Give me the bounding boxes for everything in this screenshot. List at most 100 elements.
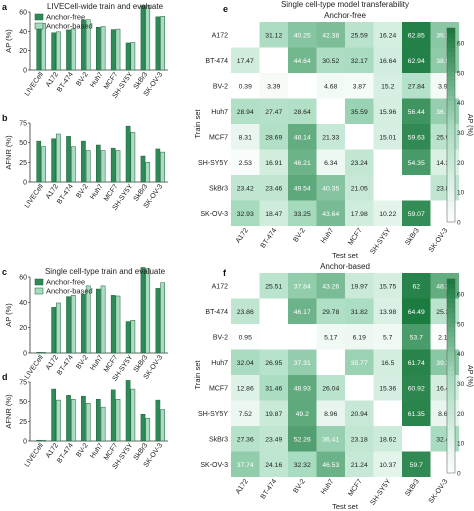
heatmap-value-e: 28.94 <box>237 109 254 116</box>
heatmap-value-f: 35.77 <box>351 360 368 367</box>
bar-c-anchor-based-skbr3 <box>145 268 151 354</box>
heatmap-cell-e <box>231 175 260 201</box>
colorbar-step-f <box>447 463 455 469</box>
colorbar-step-f <box>447 395 455 401</box>
heatmap-cell-f <box>402 375 431 401</box>
legend-swatch-a <box>34 22 44 30</box>
heatmap-cell-f <box>402 426 431 452</box>
bar-d-anchor-based-bt-474 <box>70 399 76 442</box>
heatmap-value-e: 35.59 <box>351 109 368 116</box>
heatmap-cell-f <box>231 298 260 324</box>
heatmap-value-e: 8.31 <box>239 134 252 141</box>
bar-d-anchor-free-mcf7 <box>110 389 116 442</box>
heatmap-cell-f <box>231 349 260 375</box>
colorbar-step-f <box>447 356 455 362</box>
heatmap-cell-e <box>402 98 431 124</box>
heatmap-value-e: 30.52 <box>322 58 339 65</box>
heatmap-cell-f <box>231 324 260 350</box>
row-label-f: BV-2 <box>213 334 228 341</box>
colorbar-step-f <box>447 409 455 416</box>
heatmap-cell-e <box>345 200 374 226</box>
colorbar-tick-e: 0 <box>457 220 461 227</box>
bar-b-anchor-based-livecell <box>41 146 46 183</box>
heatmap-cell-f <box>316 324 345 350</box>
heatmap-value-e: 3.87 <box>353 83 366 90</box>
col-label-e: A172 <box>235 227 250 244</box>
col-label-e: SH-SY5Y <box>369 227 392 256</box>
heatmap-value-e: 16.64 <box>379 58 396 65</box>
heatmap-value-e: 43.64 <box>322 211 339 218</box>
heatmap-value-e: 40.35 <box>322 185 339 192</box>
colorbar-step-f <box>447 366 455 372</box>
heatmap-cell-f <box>259 451 288 477</box>
colorbar-step-e <box>447 47 455 53</box>
y-axis-label-c: AP (%) <box>4 303 13 327</box>
colorbar-step-e <box>447 178 455 184</box>
heatmap-value-f: 5.17 <box>324 334 337 341</box>
heatmap-value-f: 15.36 <box>379 385 396 392</box>
heatmap-value-f: 18.62 <box>379 436 396 443</box>
heatmap-value-f: 16.42 <box>436 385 453 392</box>
bar-d-anchor-free-a172 <box>51 388 56 442</box>
row-label-e: SH-SY5Y <box>198 160 228 167</box>
heatmap-cell-e <box>345 22 374 48</box>
heatmap-cell-f <box>288 273 317 299</box>
row-label-e: SK-OV-3 <box>200 211 228 218</box>
bar-a-anchor-free-skbr3 <box>140 5 146 71</box>
bar-d-anchor-based-a172 <box>56 399 61 442</box>
heatmap-value-e: 25.92 <box>436 134 453 141</box>
heatmap-cell-f <box>288 324 317 350</box>
heatmap-value-f: 46.53 <box>322 462 339 469</box>
heatmap-cell-e <box>259 98 288 124</box>
colorbar-step-e <box>447 52 455 58</box>
heatmap-cell-f <box>231 400 260 426</box>
colorbar-step-f <box>447 351 455 357</box>
bar-d-anchor-based-huh7 <box>100 406 106 442</box>
heatmap-value-f: 26.04 <box>322 385 339 392</box>
heatmap-cell-f <box>373 400 402 426</box>
colorbar-frame-f <box>446 278 456 474</box>
heatmap-value-e: 0.39 <box>239 83 252 90</box>
heatmap-value-f: 0.95 <box>239 334 252 341</box>
colorbar-step-f <box>447 308 455 314</box>
col-label-f: BT-474 <box>260 478 279 501</box>
heatmap-cell-f <box>316 451 345 477</box>
heatmap-value-e: 39.31 <box>436 32 453 39</box>
colorbar-tick-e: 40 <box>457 100 465 107</box>
bar-d-anchor-based-mcf7 <box>115 399 121 442</box>
y-tick-label-b: 0 <box>23 180 27 187</box>
heatmap-value-f: 5.7 <box>383 334 393 341</box>
bar-c-anchor-free-sh-sy5y <box>125 321 131 354</box>
heatmap-cell-e <box>373 98 402 124</box>
heatmap-value-f: 39.34 <box>436 360 453 367</box>
heatmap-cell-e <box>288 124 317 150</box>
heatmap-cell-e <box>316 124 345 150</box>
bar-d-anchor-based-livecell <box>41 439 46 442</box>
heatmap-cell-e <box>373 73 402 99</box>
y-axis-label-d: AFNR (%) <box>4 394 13 429</box>
heatmap-value-f: 37.31 <box>294 360 311 367</box>
bar-b-anchor-based-huh7 <box>100 150 106 183</box>
heatmap-cell-e <box>288 200 317 226</box>
col-label-f: A172 <box>235 478 250 495</box>
colorbar-step-f <box>447 322 455 328</box>
heatmap-value-e: 42.38 <box>322 32 339 39</box>
heatmap-value-e: 16.24 <box>379 32 396 39</box>
row-label-f: A172 <box>212 283 228 290</box>
heatmap-value-f: 29.78 <box>322 309 339 316</box>
heatmap-cell-f <box>345 349 374 375</box>
heatmap-cell-e <box>288 98 317 124</box>
heatmap-cell-e <box>402 200 431 226</box>
heatmap-value-e: 59.63 <box>408 134 425 141</box>
colorbar-tick-f: 40 <box>457 351 465 358</box>
colorbar-step-f <box>447 400 455 406</box>
y-tick-label-b: 50 <box>19 140 27 147</box>
bar-a-anchor-based-a172 <box>56 31 61 71</box>
heatmap-cell-e <box>373 175 402 201</box>
y-tick-label-d: 25 <box>19 419 27 426</box>
heatmap-cell-f <box>231 426 260 452</box>
colorbar-tick-f: 20 <box>457 411 465 418</box>
bar-d-anchor-free-bt-474 <box>66 395 71 442</box>
heatmap-value-e: 4.68 <box>324 83 337 90</box>
bar-b-anchor-free-a172 <box>51 138 56 183</box>
